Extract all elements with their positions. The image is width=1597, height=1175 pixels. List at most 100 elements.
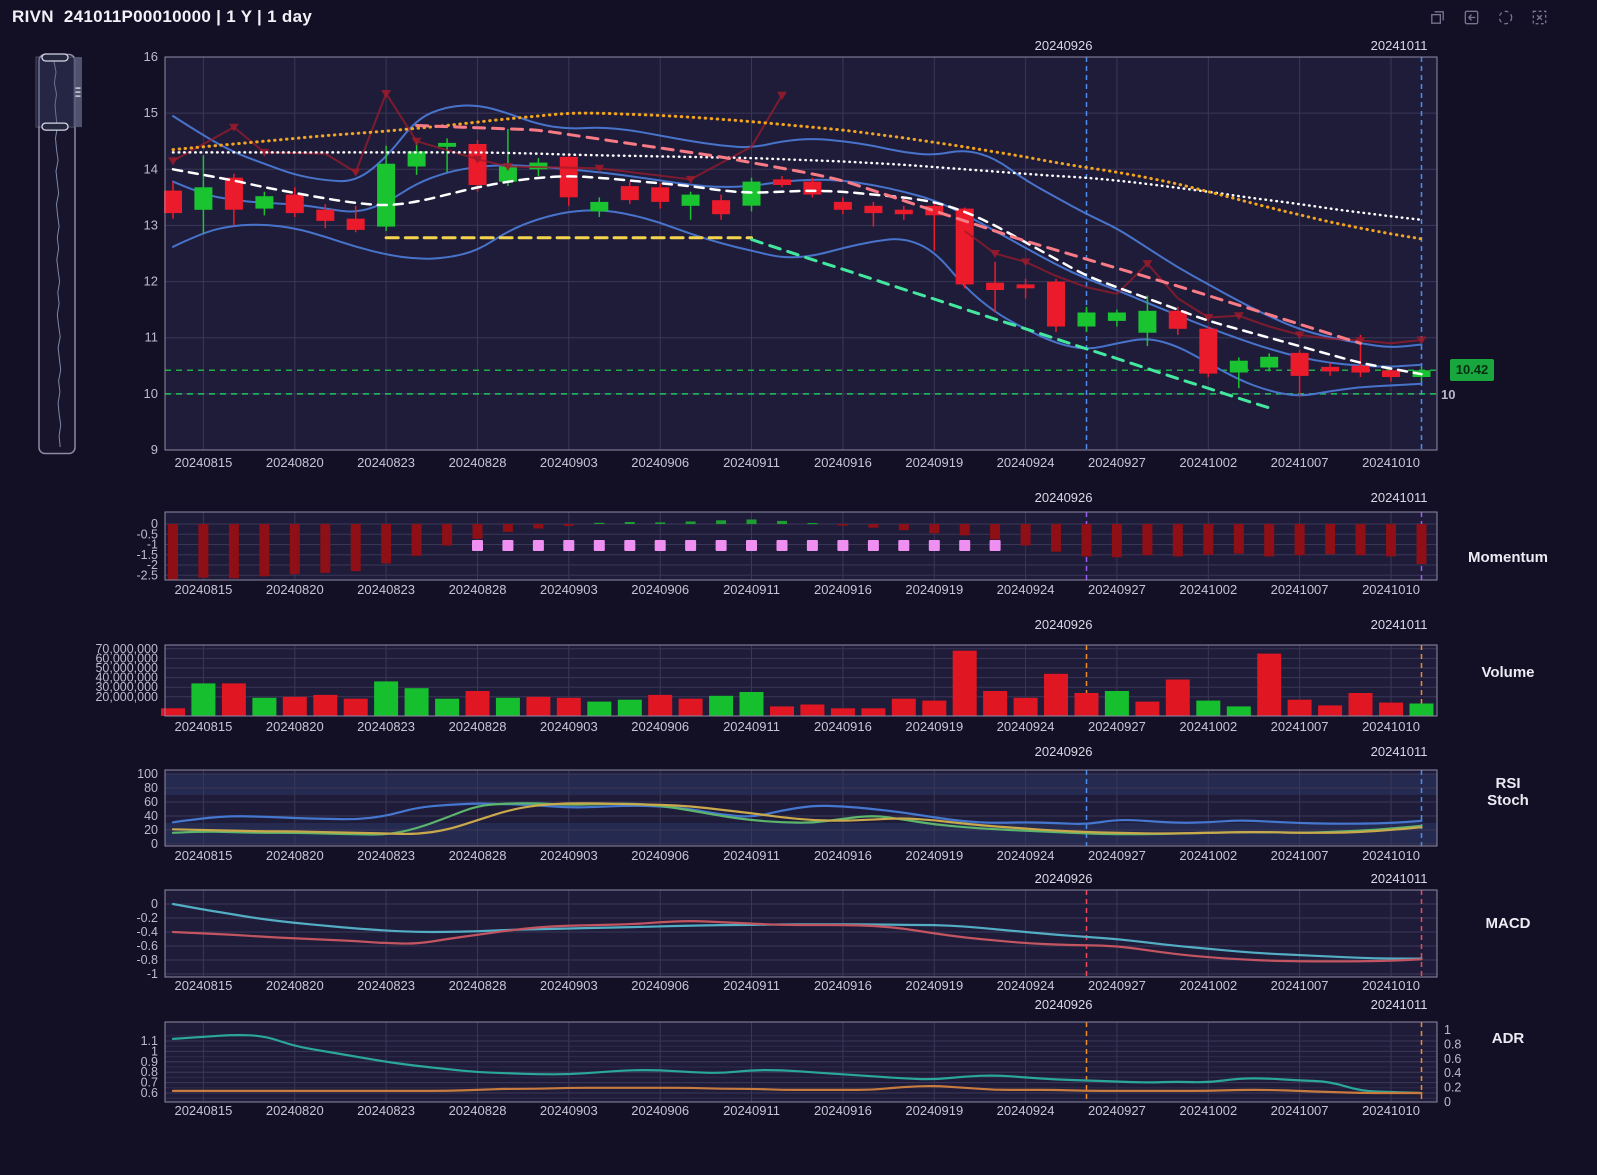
svg-text:20240823: 20240823 (357, 1103, 415, 1118)
svg-text:20240911: 20240911 (723, 1103, 780, 1118)
svg-text:20241010: 20241010 (1362, 719, 1420, 734)
svg-text:20240926: 20240926 (1035, 997, 1093, 1012)
title-bar: RIVN 241011P00010000 | 1 Y | 1 day (0, 0, 1597, 32)
svg-text:20241010: 20241010 (1362, 848, 1420, 863)
momentum-bars (168, 519, 1427, 580)
svg-text:20240919: 20240919 (905, 582, 963, 597)
svg-text:20241002: 20241002 (1179, 719, 1237, 734)
svg-text:20241011: 20241011 (1371, 997, 1428, 1012)
svg-text:-0.4: -0.4 (136, 925, 158, 939)
panel-label-adr: ADR (1491, 1030, 1525, 1047)
svg-text:20240815: 20240815 (174, 978, 232, 993)
svg-text:20240927: 20240927 (1088, 848, 1146, 863)
svg-text:20240820: 20240820 (266, 719, 324, 734)
svg-text:20240903: 20240903 (540, 1103, 598, 1118)
svg-text:20241011: 20241011 (1371, 617, 1428, 632)
svg-text:20240916: 20240916 (814, 455, 872, 470)
last-price-tag: 10.42 (1450, 359, 1494, 381)
svg-text:20241011: 20241011 (1371, 490, 1428, 505)
svg-text:15: 15 (144, 105, 158, 120)
svg-text:20240820: 20240820 (266, 582, 324, 597)
svg-text:-1: -1 (147, 538, 158, 552)
svg-text:20240926: 20240926 (1035, 871, 1093, 886)
svg-text:20240916: 20240916 (814, 848, 872, 863)
chart-title: RIVN 241011P00010000 | 1 Y | 1 day (12, 7, 313, 26)
svg-text:20240823: 20240823 (357, 978, 415, 993)
svg-text:80: 80 (144, 781, 158, 795)
svg-text:16: 16 (144, 49, 158, 64)
svg-text:100: 100 (137, 767, 158, 781)
svg-text:20241010: 20241010 (1362, 455, 1420, 470)
svg-text:0.6: 0.6 (141, 1086, 158, 1100)
svg-text:20240823: 20240823 (357, 719, 415, 734)
svg-text:-2.5: -2.5 (136, 568, 158, 582)
svg-text:20241002: 20241002 (1179, 1103, 1237, 1118)
clear-selection-icon[interactable] (1530, 8, 1549, 27)
svg-text:20241010: 20241010 (1362, 978, 1420, 993)
panel-label-volume: Volume (1481, 664, 1535, 681)
svg-text:20240903: 20240903 (540, 582, 598, 597)
minimap-handle-bottom[interactable] (41, 122, 69, 131)
svg-text:20240903: 20240903 (540, 848, 598, 863)
svg-text:20240911: 20240911 (723, 455, 780, 470)
panel-momentum: 0-0.5-1-1.5-2-2.5 20240926 20241011 2024081… (136, 490, 1438, 597)
svg-text:20240903: 20240903 (540, 719, 598, 734)
svg-text:20240828: 20240828 (449, 848, 507, 863)
svg-text:20240828: 20240828 (449, 455, 507, 470)
svg-text:20240906: 20240906 (631, 978, 689, 993)
svg-text:20240916: 20240916 (814, 719, 872, 734)
svg-text:20240828: 20240828 (449, 582, 507, 597)
svg-text:40,000,000: 40,000,000 (95, 671, 158, 685)
refresh-selection-icon[interactable] (1496, 8, 1515, 27)
svg-text:60: 60 (144, 795, 158, 809)
svg-text:20241007: 20241007 (1271, 1103, 1329, 1118)
volume-bars (161, 650, 1434, 716)
svg-text:20240926: 20240926 (1035, 617, 1093, 632)
svg-text:20240926: 20240926 (1035, 38, 1093, 53)
svg-text:20240924: 20240924 (997, 848, 1055, 863)
minimap-handle-top[interactable] (41, 53, 69, 62)
svg-text:20241011: 20241011 (1371, 871, 1428, 886)
svg-text:20240911: 20240911 (723, 582, 780, 597)
panel-label-momentum: Momentum (1468, 549, 1548, 566)
svg-text:60,000,000: 60,000,000 (95, 651, 158, 665)
svg-text:1: 1 (151, 1044, 158, 1058)
svg-text:20241007: 20241007 (1271, 978, 1329, 993)
svg-text:20240924: 20240924 (997, 719, 1055, 734)
svg-text:0: 0 (151, 897, 158, 911)
svg-text:20240828: 20240828 (449, 978, 507, 993)
restore-window-icon[interactable] (1428, 8, 1447, 27)
svg-text:20240820: 20240820 (266, 455, 324, 470)
panel-label-macd: MACD (1485, 915, 1531, 932)
svg-text:20240924: 20240924 (997, 1103, 1055, 1118)
svg-text:20240911: 20240911 (723, 978, 780, 993)
svg-text:20240828: 20240828 (449, 1103, 507, 1118)
svg-text:20240823: 20240823 (357, 848, 415, 863)
svg-text:0.7: 0.7 (141, 1076, 158, 1090)
svg-text:20240906: 20240906 (631, 848, 689, 863)
svg-text:0.9: 0.9 (141, 1055, 158, 1069)
svg-text:0.4: 0.4 (1444, 1066, 1461, 1080)
svg-text:20,000,000: 20,000,000 (95, 690, 158, 704)
svg-text:20240916: 20240916 (814, 1103, 872, 1118)
trend-dashed-green (750, 238, 1271, 410)
svg-text:20240919: 20240919 (905, 719, 963, 734)
rsi-zone-band (165, 823, 1437, 844)
minimap-range-selector[interactable] (34, 53, 82, 455)
svg-text:20241010: 20241010 (1362, 1103, 1420, 1118)
svg-text:10: 10 (144, 386, 158, 401)
svg-text:1.1: 1.1 (141, 1034, 158, 1048)
toolbar (1428, 8, 1549, 27)
svg-text:20240823: 20240823 (357, 455, 415, 470)
svg-text:20240815: 20240815 (174, 848, 232, 863)
svg-text:20240815: 20240815 (174, 719, 232, 734)
svg-text:20240924: 20240924 (997, 455, 1055, 470)
svg-text:20240926: 20240926 (1035, 744, 1093, 759)
svg-text:1: 1 (1444, 1023, 1451, 1037)
momentum-signal-squares (472, 540, 1001, 551)
svg-text:13: 13 (144, 217, 158, 232)
undo-icon[interactable] (1462, 8, 1481, 27)
svg-text:0.8: 0.8 (141, 1065, 158, 1079)
svg-text:-0.8: -0.8 (136, 953, 158, 967)
